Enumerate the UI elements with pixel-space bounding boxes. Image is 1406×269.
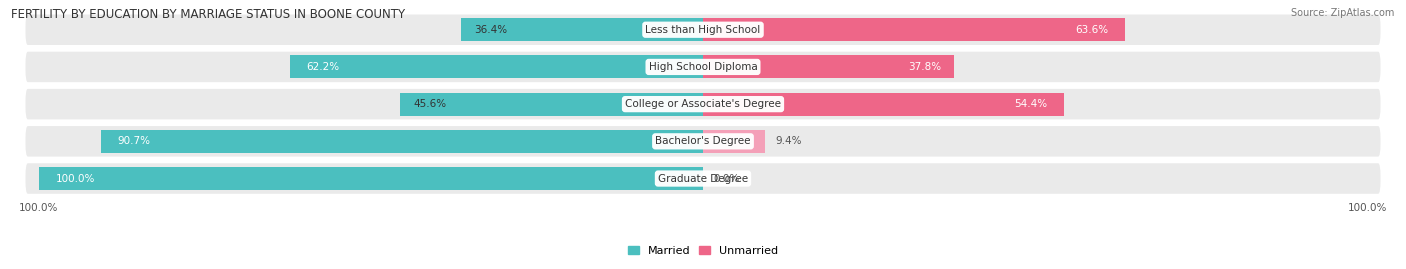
Bar bbox=[461, 18, 703, 41]
Bar bbox=[101, 130, 703, 153]
Text: 45.6%: 45.6% bbox=[413, 99, 447, 109]
Text: 100.0%: 100.0% bbox=[20, 203, 59, 213]
Text: 37.8%: 37.8% bbox=[908, 62, 941, 72]
FancyBboxPatch shape bbox=[25, 126, 1381, 157]
Text: 54.4%: 54.4% bbox=[1015, 99, 1047, 109]
Text: 90.7%: 90.7% bbox=[117, 136, 150, 146]
Text: Bachelor's Degree: Bachelor's Degree bbox=[655, 136, 751, 146]
Text: High School Diploma: High School Diploma bbox=[648, 62, 758, 72]
FancyBboxPatch shape bbox=[25, 89, 1381, 119]
Bar bbox=[401, 93, 703, 116]
Text: Graduate Degree: Graduate Degree bbox=[658, 174, 748, 183]
Text: 0.0%: 0.0% bbox=[713, 174, 740, 183]
Text: 62.2%: 62.2% bbox=[307, 62, 340, 72]
FancyBboxPatch shape bbox=[25, 163, 1381, 194]
Bar bbox=[703, 18, 1125, 41]
Legend: Married, Unmarried: Married, Unmarried bbox=[623, 241, 783, 260]
Bar bbox=[703, 55, 955, 79]
Text: FERTILITY BY EDUCATION BY MARRIAGE STATUS IN BOONE COUNTY: FERTILITY BY EDUCATION BY MARRIAGE STATU… bbox=[11, 8, 405, 21]
Text: 9.4%: 9.4% bbox=[775, 136, 801, 146]
FancyBboxPatch shape bbox=[25, 15, 1381, 45]
FancyBboxPatch shape bbox=[25, 52, 1381, 82]
Bar bbox=[290, 55, 703, 79]
Text: 100.0%: 100.0% bbox=[1347, 203, 1386, 213]
Bar bbox=[703, 93, 1064, 116]
Text: 63.6%: 63.6% bbox=[1076, 25, 1109, 35]
Text: College or Associate's Degree: College or Associate's Degree bbox=[626, 99, 780, 109]
Text: 36.4%: 36.4% bbox=[474, 25, 508, 35]
Text: 100.0%: 100.0% bbox=[55, 174, 94, 183]
Bar bbox=[703, 130, 765, 153]
Bar bbox=[39, 167, 703, 190]
Text: Less than High School: Less than High School bbox=[645, 25, 761, 35]
Text: Source: ZipAtlas.com: Source: ZipAtlas.com bbox=[1291, 8, 1395, 18]
